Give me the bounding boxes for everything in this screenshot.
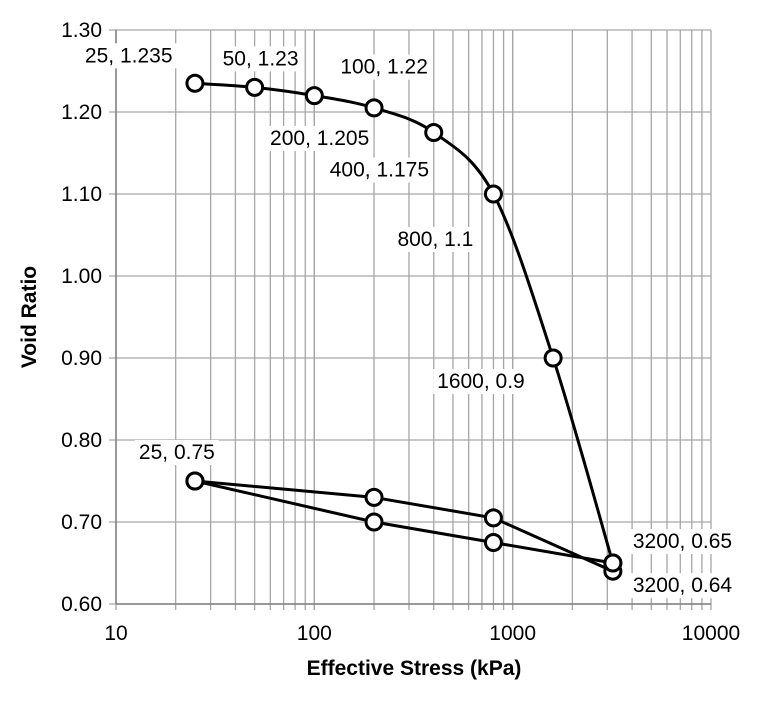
data-label: 1600, 0.9 [437,370,525,393]
reloading-point [603,553,623,573]
data-label-background [393,227,478,252]
data-label: 3200, 0.64 [633,574,733,597]
data-label-background [266,125,374,151]
loading-point [364,98,384,118]
grid [109,29,712,610]
x-tick-label: 100 [297,622,332,645]
y-tick-label: 1.30 [61,19,102,42]
reloading-line [194,479,614,565]
x-axis-label: Effective Stress (kPa) [307,657,522,680]
data-label: 100, 1.22 [340,56,428,79]
x-tick-label: 10000 [682,622,740,645]
data-label-background [134,440,219,465]
data-label-background [325,157,434,183]
y-axis-label: Void Ratio [18,266,41,368]
data-label: 25, 0.75 [139,441,215,464]
x-tick-label: 1000 [489,622,536,645]
loading-point [304,86,324,106]
loading-point [245,77,265,97]
data-label-background [218,46,303,72]
y-tick-label: 0.80 [61,429,102,452]
data-label-background [433,369,529,394]
loading-point [185,73,205,93]
y-tick-label: 0.70 [61,511,102,534]
data-label: 200, 1.205 [270,127,369,150]
y-tick-label: 1.20 [61,101,102,124]
data-label-background [628,573,737,599]
unloading-point [483,508,503,528]
data-label-background [628,529,737,554]
loading-line [194,81,615,564]
y-tick-label: 0.90 [61,347,102,370]
loading-point [424,123,444,142]
y-tick-label: 1.10 [61,183,102,206]
y-tick-label: 0.60 [61,593,102,616]
x-tick-label: 10 [104,622,127,645]
reloading-point [185,471,205,491]
unloading-point [364,487,384,507]
data-label-background [80,43,177,69]
y-tick-label: 1.00 [61,265,102,288]
tick-labels: 10 100 1000 10000 0.60 0.70 0.80 0.90 1.00 1.10 1.… [61,19,740,645]
series-lines [194,81,615,573]
loading-point [483,184,503,204]
loading-point [543,348,563,368]
data-label: 25, 1.235 [85,44,173,67]
unloading-line [194,479,614,573]
data-points [185,73,623,581]
data-label: 3200, 0.65 [633,530,732,553]
data-label: 50, 1.23 [223,47,299,70]
data-label: 400, 1.175 [330,159,429,182]
reloading-point [364,512,384,532]
data-label: 800, 1.1 [397,228,473,251]
point-labels: 25, 1.235 50, 1.23 100, 1.22 200, 1.205 400,… [80,43,737,599]
data-label-background [336,54,432,80]
reloading-point [483,533,503,552]
